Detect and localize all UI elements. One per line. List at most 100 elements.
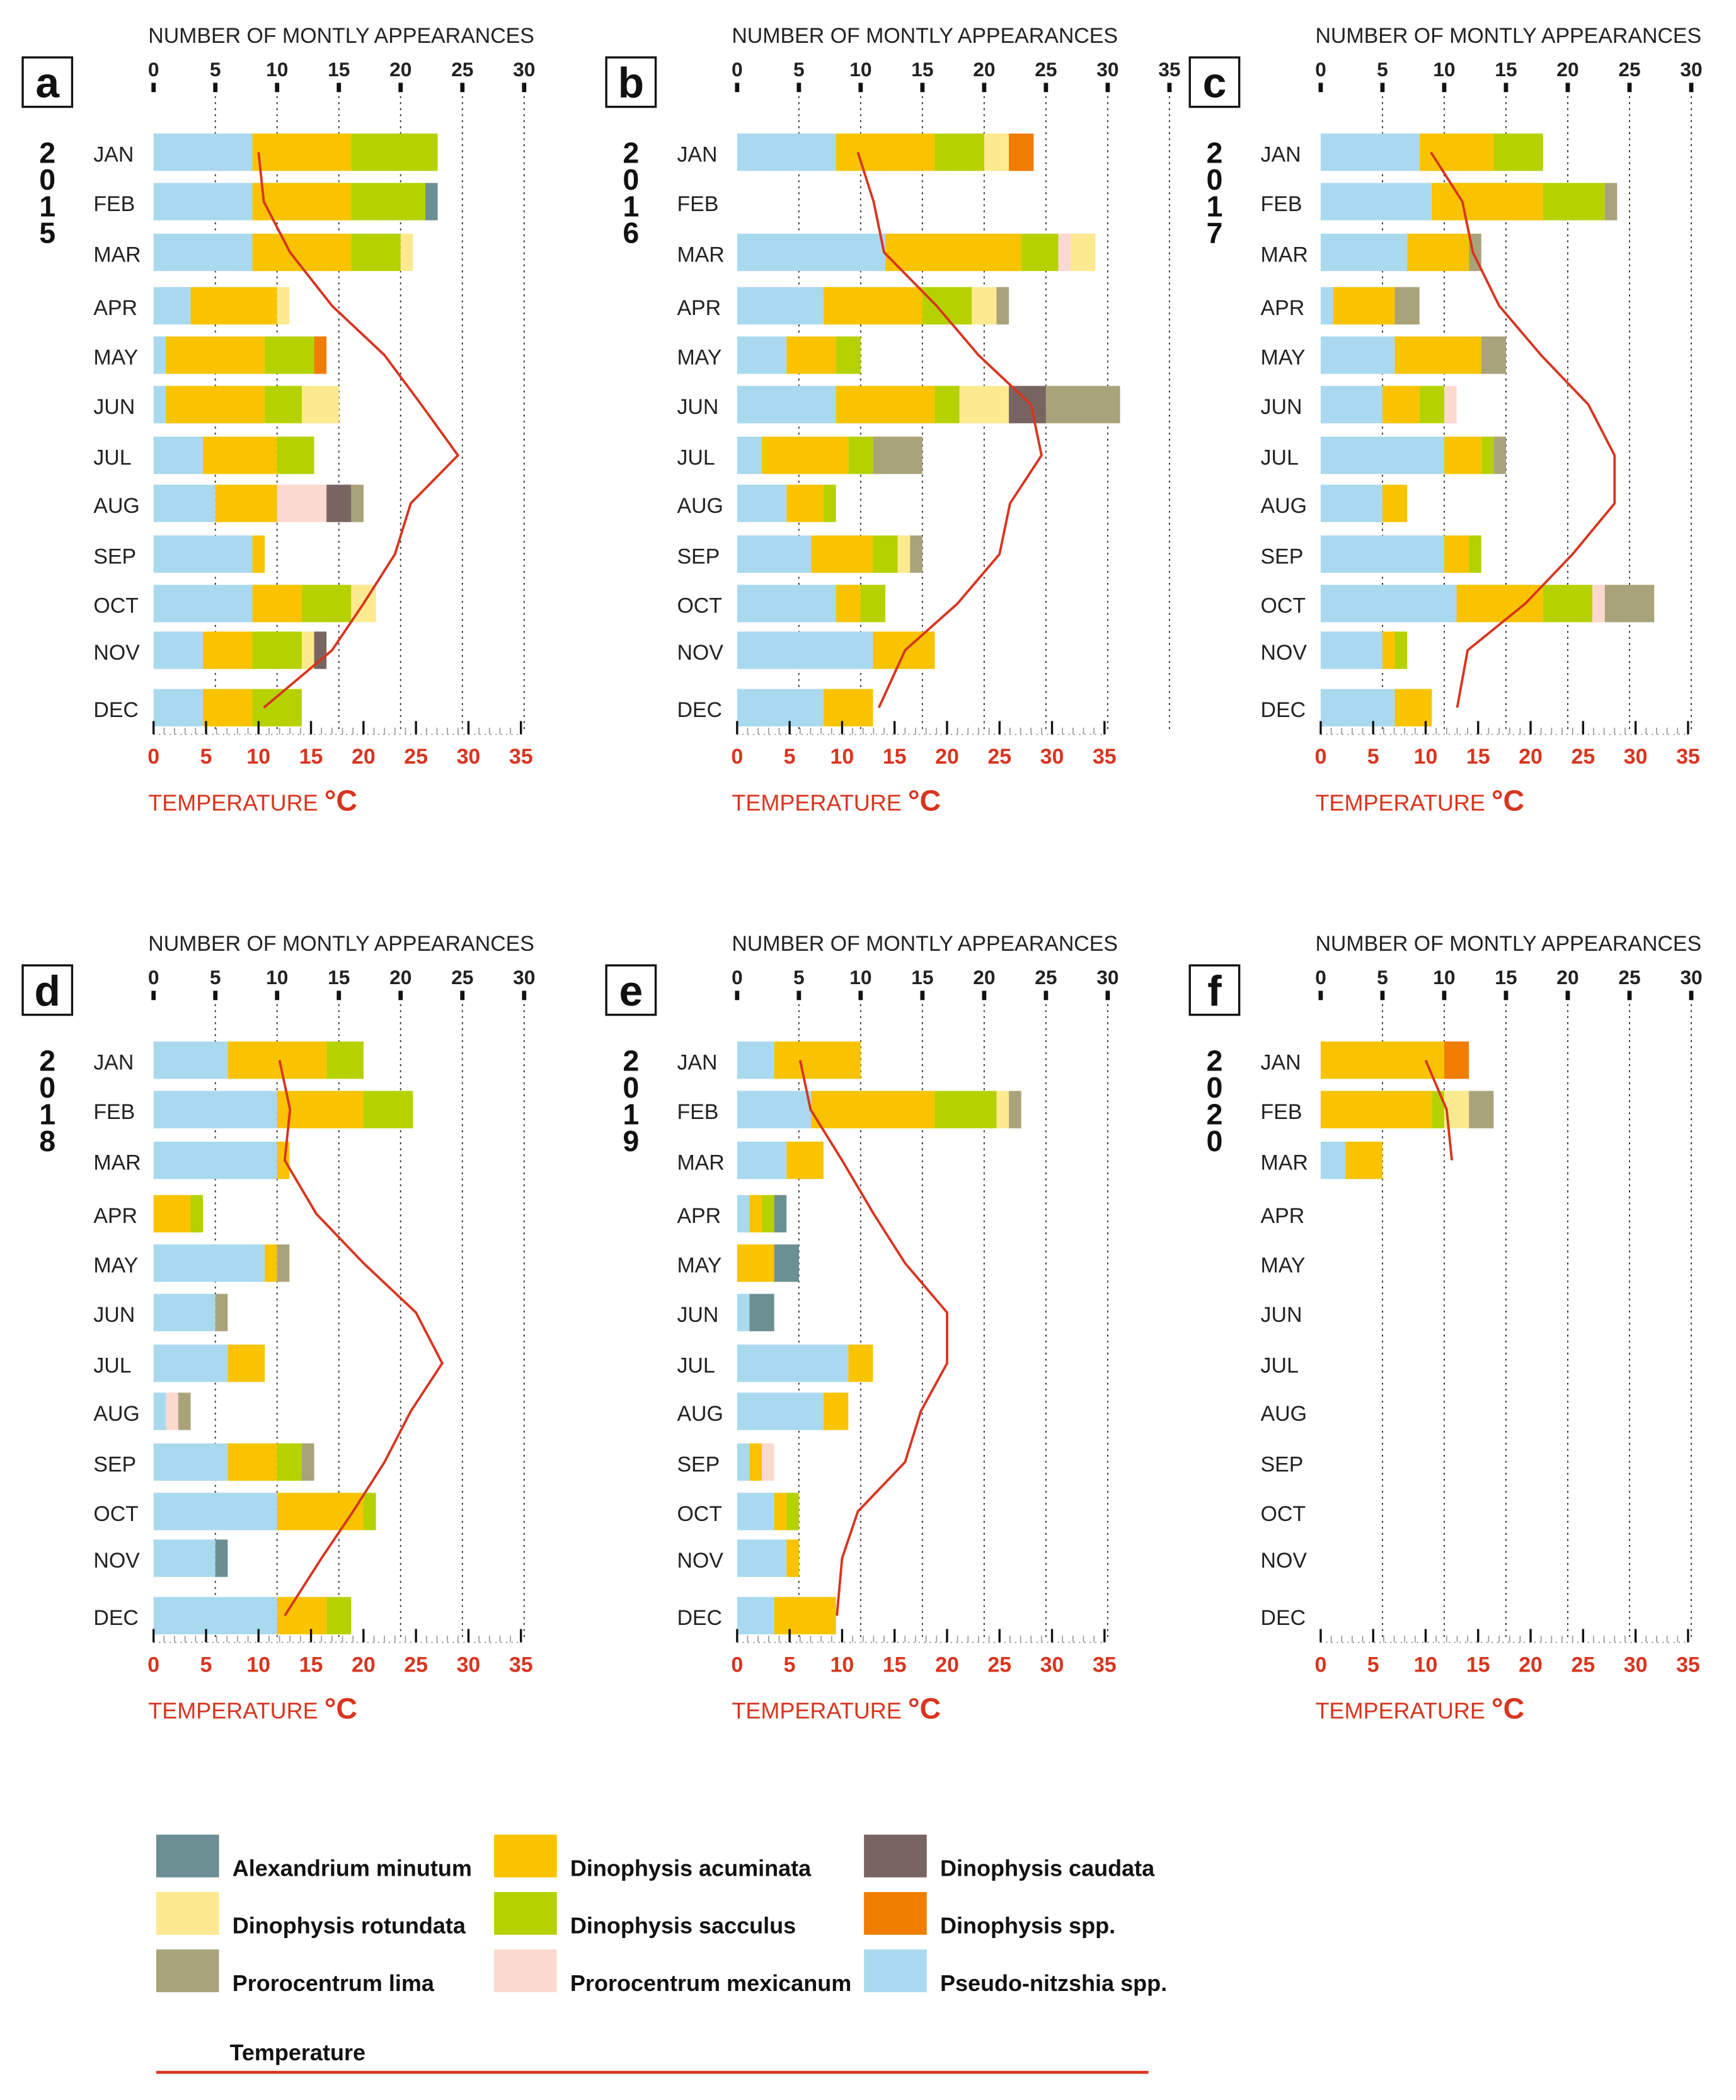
count-tick-mark: [1167, 83, 1172, 93]
month-label: MAY: [677, 1254, 721, 1278]
temp-tick-label: 10: [1414, 745, 1438, 769]
bar-segment-alexandrium: [425, 183, 438, 221]
bar-segment-sacculus: [190, 1195, 204, 1233]
bar-segment-lima: [1045, 386, 1120, 423]
bar-segment-pseudo: [737, 585, 836, 623]
bar-segment-pseudo: [1320, 485, 1382, 522]
legend-swatch-sacculus: [494, 1891, 557, 1935]
temp-axis-unit: °C: [1492, 784, 1524, 817]
bar-segment-acuminata: [203, 689, 253, 726]
bar-segment-pseudo: [737, 1294, 750, 1331]
bar-segment-pseudo: [153, 133, 253, 171]
month-label: AUG: [1261, 1402, 1307, 1426]
temp-tick-label: 10: [1414, 1653, 1438, 1677]
temp-tick-label: 5: [784, 1653, 796, 1677]
bar-segment-lima: [1493, 436, 1506, 474]
bar-segment-pseudo: [153, 1493, 277, 1530]
bar-segment-mexicanum: [166, 1392, 178, 1430]
legend-label-caudata: Dinophysis caudata: [940, 1856, 1155, 1881]
panel-year-digit: 9: [623, 1125, 639, 1157]
bar-segment-sacculus: [252, 631, 302, 669]
bar-segment-pseudo: [737, 1041, 774, 1079]
panel-year-digit: 1: [39, 190, 55, 222]
count-tick-mark: [1318, 990, 1323, 1001]
temp-tick-label: 35: [509, 1653, 533, 1677]
bar-segment-acuminata: [824, 689, 873, 726]
bar-segment-acuminata: [1394, 689, 1432, 726]
count-tick-label: 20: [1556, 58, 1578, 81]
month-label: OCT: [677, 1502, 722, 1526]
bar-segment-pseudo: [737, 386, 836, 423]
temp-tick-label: 0: [1314, 1653, 1326, 1677]
count-tick-mark: [1442, 990, 1447, 1001]
bar-segment-acuminata: [762, 436, 849, 474]
bar-segment-pseudo: [1320, 689, 1395, 726]
bar-segment-rotundata: [400, 233, 413, 272]
bar-segment-sacculus: [1481, 436, 1494, 474]
month-label: DEC: [677, 1606, 722, 1630]
bar-segment-sacculus: [326, 1597, 352, 1634]
month-label: JAN: [93, 142, 134, 166]
bar-segment-lima: [996, 287, 1009, 324]
bar-segment-lima: [1604, 183, 1618, 221]
bar-segment-sacculus: [762, 1195, 774, 1233]
count-tick-label: 25: [451, 58, 473, 81]
bar-segment-acuminata: [1382, 485, 1408, 522]
bar-segment-sacculus: [1543, 585, 1593, 623]
temp-tick-label: 35: [1676, 1653, 1700, 1677]
month-label: JUN: [93, 1303, 135, 1327]
bar-segment-sacculus: [934, 386, 960, 423]
month-label: DEC: [93, 1606, 139, 1630]
bar-segment-alexandrium: [774, 1195, 787, 1233]
bar-segment-acuminata: [252, 183, 352, 221]
bar-segment-lima: [1394, 287, 1420, 324]
bar-segment-pseudo: [153, 585, 253, 623]
temp-axis-unit: °C: [1492, 1692, 1524, 1724]
count-tick-mark: [522, 990, 527, 1001]
panel-letter-box: [605, 964, 657, 1016]
month-label: OCT: [1261, 1502, 1306, 1526]
temp-axis-title: TEMPERATURE °C: [732, 784, 941, 817]
panel-letter: b: [618, 60, 644, 107]
panel-letter-box: [21, 964, 74, 1016]
legend-swatch-acuminata: [494, 1834, 557, 1878]
temp-tick-label: 0: [147, 745, 159, 769]
count-tick-mark: [336, 990, 342, 1001]
bar-segment-sacculus: [265, 336, 314, 374]
month-label: MAY: [1261, 1254, 1306, 1278]
bar-segment-pseudo: [153, 631, 204, 669]
month-label: NOV: [1261, 1549, 1308, 1573]
bar-segment-alexandrium: [215, 1539, 228, 1577]
bar-segment-rotundata: [897, 535, 911, 573]
temp-axis-title-text: TEMPERATURE: [732, 789, 907, 815]
legend: Alexandrium minutum Dinophysis acuminata D…: [156, 1834, 1167, 2074]
month-label: JAN: [93, 1051, 134, 1075]
count-tick-mark: [1689, 990, 1694, 1001]
bar-segment-pseudo: [153, 1294, 216, 1331]
month-label: SEP: [93, 1452, 136, 1476]
bar-segment-pseudo: [1320, 287, 1333, 324]
count-tick-mark: [735, 83, 740, 93]
panel-letter-box: [1188, 964, 1241, 1016]
bar-segment-pseudo: [1320, 535, 1444, 573]
month-label: MAR: [93, 1150, 141, 1174]
temp-axis-title-text: TEMPERATURE: [148, 789, 324, 815]
temp-tick-label: 25: [987, 1653, 1011, 1677]
bar-segment-pseudo: [153, 336, 166, 374]
bar-segment-sacculus: [836, 336, 861, 374]
month-label: MAY: [677, 346, 721, 370]
month-label: APR: [677, 1204, 721, 1228]
count-tick-label: 25: [1618, 58, 1640, 81]
month-label: MAR: [677, 243, 724, 267]
count-tick-mark: [982, 990, 987, 1001]
bar-segment-lima: [1604, 585, 1655, 623]
temp-tick-label: 0: [731, 1653, 743, 1677]
count-tick-label: 25: [451, 966, 473, 989]
temp-tick-label: 35: [1093, 745, 1117, 769]
count-tick-label: 25: [1618, 966, 1640, 989]
count-tick-label: 5: [793, 58, 805, 81]
